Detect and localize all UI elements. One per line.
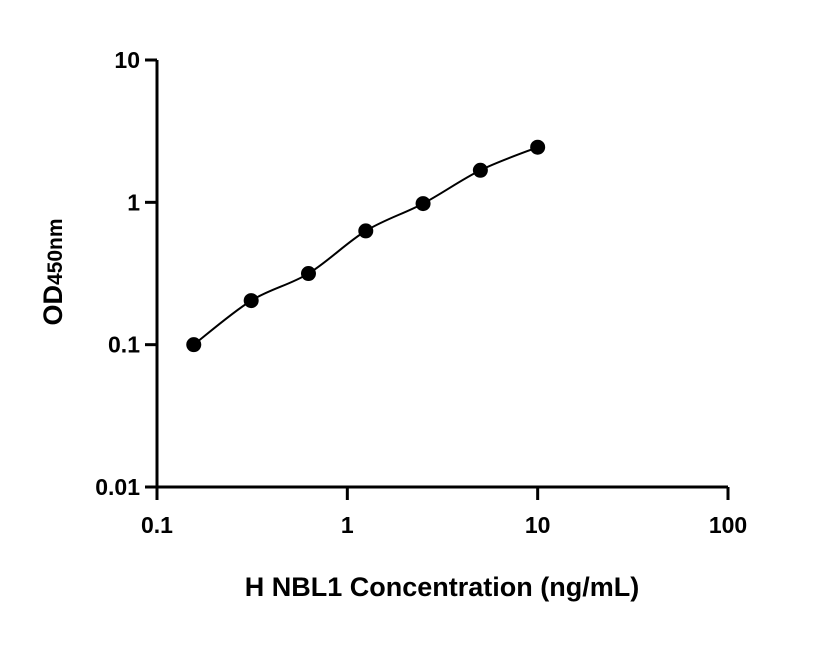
y-axis-label-sub: 450nm bbox=[44, 218, 67, 285]
data-point bbox=[243, 293, 259, 309]
data-point bbox=[186, 337, 202, 353]
x-tick-label: 10 bbox=[525, 512, 551, 538]
x-axis-label: H NBL1 Concentration (ng/mL) bbox=[245, 572, 639, 602]
data-point bbox=[358, 223, 374, 239]
y-tick-label: 0.01 bbox=[95, 474, 140, 500]
x-tick-label: 0.1 bbox=[141, 512, 173, 538]
x-tick-label: 100 bbox=[709, 512, 747, 538]
data-point bbox=[415, 196, 431, 212]
x-tick-label: 1 bbox=[341, 512, 354, 538]
axes bbox=[145, 58, 730, 500]
fit-curve bbox=[193, 146, 539, 346]
y-tick-label: 0.1 bbox=[108, 332, 140, 358]
y-axis-label: OD450nm bbox=[38, 218, 68, 325]
data-point bbox=[530, 139, 546, 155]
data-points bbox=[186, 139, 546, 353]
y-tick-label: 1 bbox=[127, 189, 140, 215]
y-axis-label-main: OD bbox=[38, 285, 68, 326]
data-point bbox=[472, 162, 488, 178]
data-point bbox=[300, 266, 316, 282]
y-tick-label: 10 bbox=[114, 47, 140, 73]
